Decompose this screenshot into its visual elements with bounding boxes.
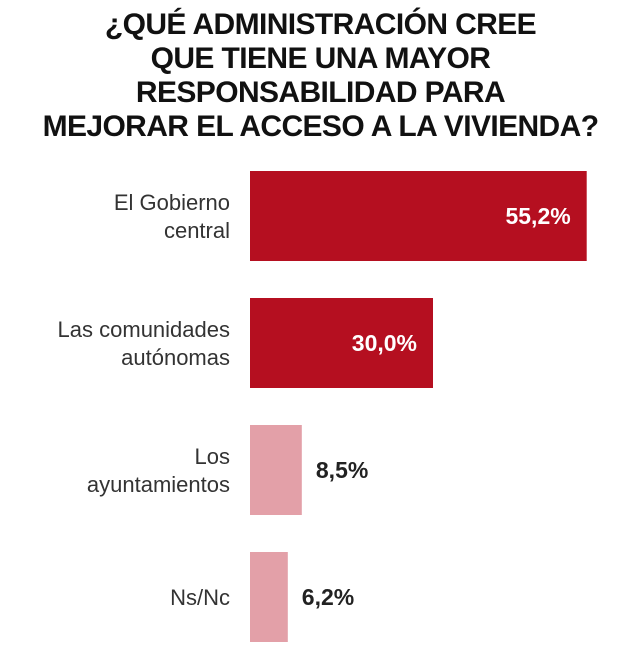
category-label-1-line-2: central — [164, 218, 230, 243]
title-line-3: RESPONSABILIDAD PARA — [135, 76, 506, 109]
value-label-2: 30,0% — [352, 330, 417, 356]
value-label-4: 6,2% — [302, 584, 354, 610]
value-label-3: 8,5% — [316, 457, 368, 483]
category-label-2-line-2: autónomas — [121, 345, 230, 370]
category-label-3-line-2: ayuntamientos — [87, 472, 230, 497]
category-label-4-line-1: Ns/Nc — [170, 585, 230, 610]
chart-title: ¿QUÉ ADMINISTRACIÓN CREE QUE TIENE UNA M… — [0, 8, 641, 144]
category-label-1: El Gobierno central — [114, 190, 230, 243]
category-label-4: Ns/Nc — [170, 585, 230, 610]
title-line-1: ¿QUÉ ADMINISTRACIÓN CREE — [104, 8, 537, 41]
bar-2 — [250, 298, 433, 388]
bar-4 — [250, 552, 288, 642]
category-label-3: Los ayuntamientos — [87, 444, 230, 497]
category-label-1-line-1: El Gobierno — [114, 190, 230, 215]
bar-3 — [250, 425, 302, 515]
value-label-1: 55,2% — [505, 203, 570, 229]
category-label-3-line-1: Los — [195, 444, 230, 469]
title-line-2: QUE TIENE UNA MAYOR — [150, 42, 491, 75]
category-label-2-line-1: Las comunidades — [58, 317, 230, 342]
title-line-4: MEJORAR EL ACCESO A LA VIVIENDA? — [42, 110, 599, 143]
bar-1 — [250, 171, 587, 261]
category-label-2: Las comunidades autónomas — [58, 317, 230, 370]
